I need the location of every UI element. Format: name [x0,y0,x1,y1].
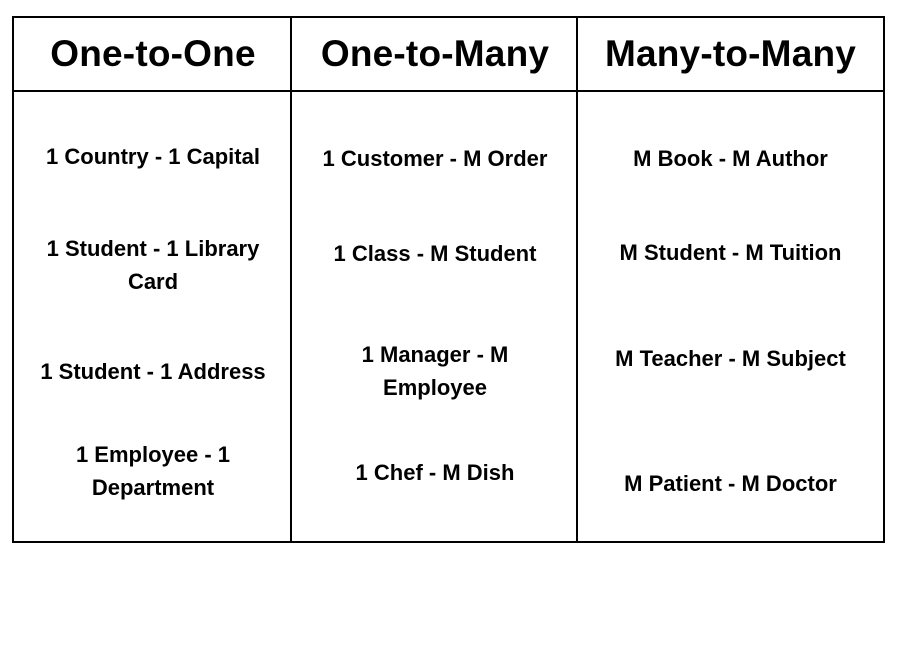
cell-text: M Student - M Tuition [619,239,842,265]
column-one-to-many [292,18,578,541]
cell-many-to-many-2: M Student - M Tuition [578,232,883,272]
cell-text: 1 Country - 1 Capital [46,143,260,169]
cell-one-to-one-3: 1 Student - 1 Address [14,351,292,391]
relationship-table: One-to-One One-to-Many Many-to-Many 1 Co… [12,16,885,543]
cell-text: M Teacher - M Subject [615,345,846,371]
header-many-to-many: Many-to-Many [604,33,857,74]
cell-one-to-many-2: 1 Class - M Student [292,233,578,273]
cell-one-to-many-4: 1 Chef - M Dish [292,452,578,492]
cell-text: 1 Class - M Student [333,240,537,266]
cell-text: M Patient - M Doctor [624,470,837,496]
cell-one-to-one-1: 1 Country - 1 Capital [14,136,292,176]
column-one-to-one [14,18,292,541]
cell-many-to-many-4: M Patient - M Doctor [578,463,883,503]
cell-one-to-many-3: 1 Manager - M Employee [292,336,578,406]
cell-many-to-many-3: M Teacher - M Subject [578,338,883,378]
cell-text: 1 Student - 1 Library Card [46,236,260,294]
cell-text: 1 Employee - 1 Department [75,442,231,500]
cell-text: M Book - M Author [633,145,828,171]
cell-many-to-many-1: M Book - M Author [578,138,883,178]
cell-one-to-one-4: 1 Employee - 1 Department [14,436,292,506]
header-one-to-many: One-to-Many [320,33,550,74]
header-row [14,18,883,92]
cell-text: 1 Manager - M Employee [361,342,509,400]
cell-one-to-many-1: 1 Customer - M Order [292,138,578,178]
cell-one-to-one-2: 1 Student - 1 Library Card [14,230,292,300]
cell-text: 1 Chef - M Dish [355,459,515,485]
cell-text: 1 Customer - M Order [322,145,548,171]
header-one-to-one: One-to-One [50,33,256,74]
cell-text: 1 Student - 1 Address [40,358,266,384]
